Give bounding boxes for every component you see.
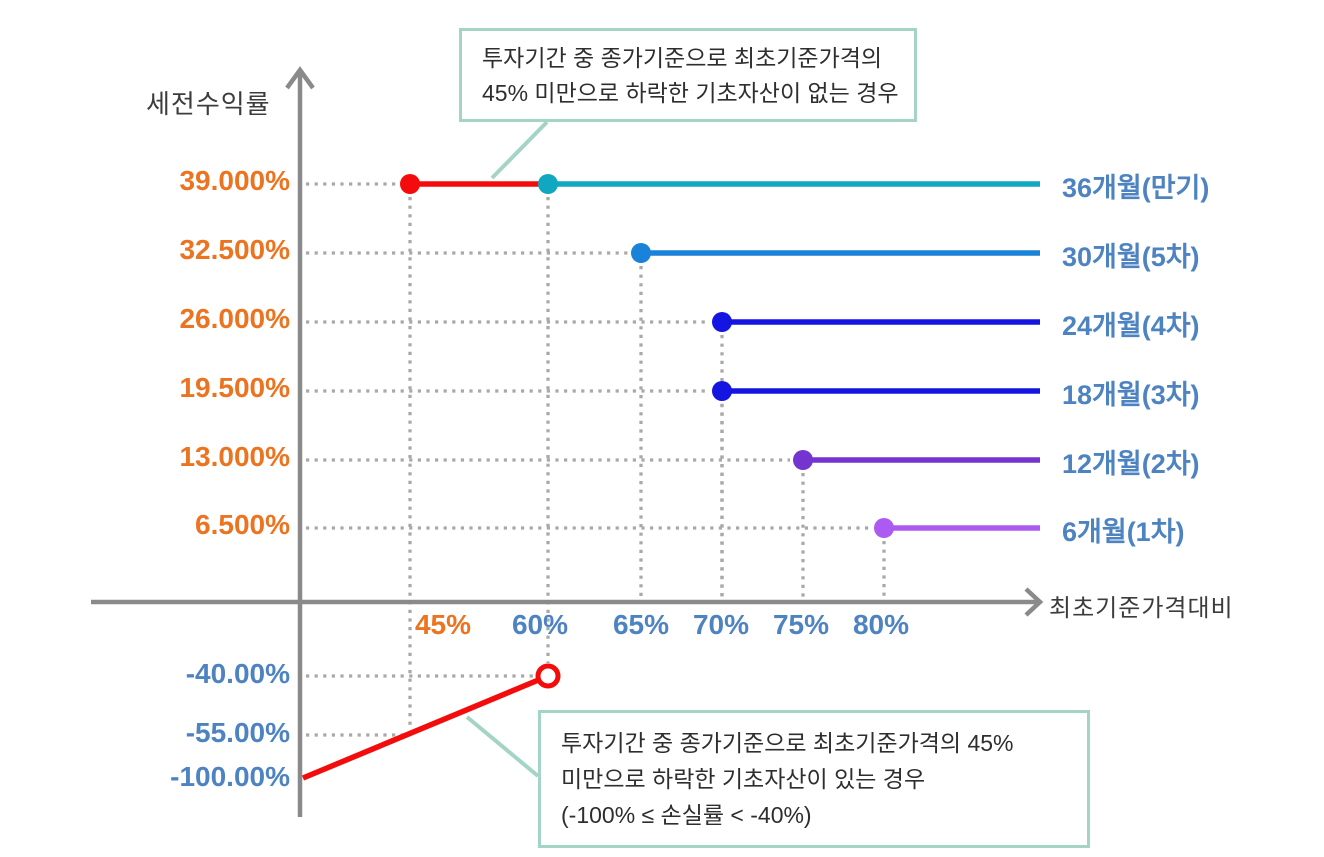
x-tick-label: 65%	[612, 609, 670, 640]
y-tick-label: 13.000%	[179, 441, 290, 472]
x-axis-title: 최초기준가격대비	[1049, 595, 1234, 622]
series-label: 6개월(1차)	[1062, 517, 1185, 547]
callout-knock-in: 투자기간 중 종가기준으로 최초기준가격의 45% 미만으로 하락한 기초자산이…	[538, 710, 1090, 848]
series-label: 36개월(만기)	[1062, 173, 1210, 203]
series-point	[538, 174, 558, 194]
y-tick-label: 26.000%	[179, 303, 290, 334]
x-tick-label: 45%	[414, 609, 472, 640]
callout-text-line: 45% 미만으로 하락한 기초자산이 없는 경우	[482, 80, 899, 106]
series-label: 18개월(3차)	[1062, 380, 1200, 410]
callout-bottom-pointer	[465, 715, 540, 778]
callout-top-pointer	[490, 120, 549, 180]
series-label: 12개월(2차)	[1062, 449, 1200, 479]
y-tick-label-negative: -100.00%	[170, 761, 290, 792]
y-tick-label-negative: -40.00%	[185, 658, 290, 689]
callout-text-line: 미만으로 하락한 기초자산이 있는 경우	[561, 766, 926, 792]
loss-line-open-point	[535, 663, 561, 689]
series-label: 30개월(5차)	[1062, 242, 1200, 272]
y-axis-arrow	[285, 66, 315, 90]
y-axis-title: 세전수익률	[146, 89, 271, 119]
callout-text-line: 투자기간 중 종가기준으로 최초기준가격의	[482, 45, 883, 71]
series-point	[631, 243, 651, 263]
series-label: 24개월(4차)	[1062, 311, 1200, 341]
y-tick-label: 39.000%	[179, 165, 290, 196]
series-point	[793, 450, 813, 470]
series-point	[712, 381, 732, 401]
callout-no-knock-in: 투자기간 중 종가기준으로 최초기준가격의 45% 미만으로 하락한 기초자산이…	[459, 28, 917, 122]
series-point	[874, 518, 894, 538]
x-tick-label: 75%	[772, 609, 830, 640]
x-tick-label: 80%	[852, 609, 910, 640]
y-tick-label: 6.500%	[195, 509, 290, 540]
y-tick-label: 19.500%	[179, 372, 290, 403]
y-tick-label: 32.500%	[179, 234, 290, 265]
series-knock-in-point	[400, 174, 420, 194]
callout-text-line: (-100% ≤ 손실률 < -40%)	[561, 802, 812, 828]
x-axis-arrow	[1024, 587, 1044, 617]
x-tick-label: 70%	[692, 609, 750, 640]
callout-text-line: 투자기간 중 종가기준으로 최초기준가격의 45%	[561, 730, 1014, 756]
series-point	[712, 312, 732, 332]
loss-line	[301, 673, 550, 781]
y-tick-label-negative: -55.00%	[185, 717, 290, 748]
x-tick-label: 60%	[511, 609, 569, 640]
